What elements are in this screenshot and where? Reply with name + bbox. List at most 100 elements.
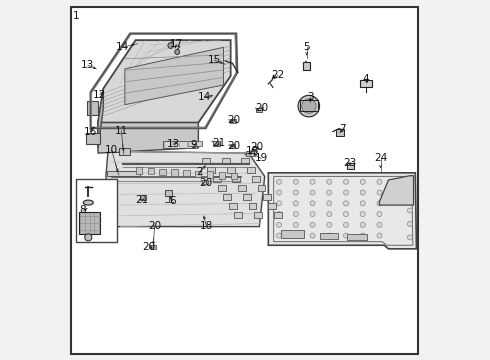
Circle shape xyxy=(360,222,365,227)
Bar xyxy=(207,171,213,178)
Text: 4: 4 xyxy=(363,74,369,84)
Bar xyxy=(269,203,276,209)
Circle shape xyxy=(294,179,298,184)
Circle shape xyxy=(302,99,316,113)
Circle shape xyxy=(294,201,298,206)
Text: 12: 12 xyxy=(93,90,106,100)
Circle shape xyxy=(276,222,282,227)
Bar xyxy=(256,108,262,112)
Bar xyxy=(247,167,255,173)
Bar xyxy=(252,176,260,182)
Circle shape xyxy=(310,233,315,238)
Bar xyxy=(223,194,231,200)
Bar xyxy=(238,185,245,191)
Bar xyxy=(229,203,237,209)
Bar xyxy=(242,158,249,164)
Circle shape xyxy=(408,181,413,186)
Circle shape xyxy=(377,190,382,195)
Circle shape xyxy=(360,212,365,217)
Bar xyxy=(219,172,225,179)
Bar xyxy=(254,212,262,218)
Circle shape xyxy=(327,190,332,195)
Circle shape xyxy=(175,49,180,54)
Circle shape xyxy=(408,208,413,213)
Text: 21: 21 xyxy=(213,139,226,148)
Text: 18: 18 xyxy=(199,221,213,230)
Bar xyxy=(347,163,354,168)
Bar xyxy=(248,203,256,209)
Text: 11: 11 xyxy=(115,126,128,135)
Text: 20: 20 xyxy=(227,115,240,125)
Bar xyxy=(147,168,154,174)
Bar xyxy=(79,212,100,234)
Circle shape xyxy=(327,201,332,206)
Circle shape xyxy=(343,233,348,238)
Bar xyxy=(234,212,242,218)
Bar xyxy=(245,151,254,156)
Bar xyxy=(281,230,304,238)
Circle shape xyxy=(343,190,348,195)
Bar xyxy=(107,171,140,176)
Bar xyxy=(195,171,201,177)
Text: 24: 24 xyxy=(374,153,387,163)
Bar xyxy=(207,167,215,173)
Bar xyxy=(172,169,178,176)
Bar xyxy=(347,234,367,240)
Text: 15: 15 xyxy=(208,55,221,65)
Circle shape xyxy=(343,212,348,217)
Bar xyxy=(227,167,235,173)
Circle shape xyxy=(343,201,348,206)
Ellipse shape xyxy=(83,200,93,205)
Text: 16: 16 xyxy=(83,127,97,136)
Polygon shape xyxy=(98,40,231,123)
Circle shape xyxy=(276,212,282,217)
Polygon shape xyxy=(98,123,198,153)
Circle shape xyxy=(294,212,298,217)
Bar xyxy=(140,195,147,201)
Circle shape xyxy=(276,179,282,184)
Circle shape xyxy=(377,233,382,238)
Polygon shape xyxy=(125,47,223,105)
Bar xyxy=(183,170,190,176)
Bar xyxy=(230,144,235,148)
Text: 9: 9 xyxy=(191,140,197,150)
Text: 17: 17 xyxy=(170,40,183,49)
Circle shape xyxy=(377,201,382,206)
Circle shape xyxy=(327,212,332,217)
Bar xyxy=(263,194,271,200)
Circle shape xyxy=(360,233,365,238)
Circle shape xyxy=(294,233,298,238)
Circle shape xyxy=(408,194,413,199)
Text: 19: 19 xyxy=(246,146,260,156)
Circle shape xyxy=(360,190,365,195)
Circle shape xyxy=(360,179,365,184)
Text: 20: 20 xyxy=(256,103,269,113)
Text: 14: 14 xyxy=(198,92,212,102)
Polygon shape xyxy=(87,134,100,144)
Circle shape xyxy=(408,235,413,240)
Bar xyxy=(202,158,210,164)
Text: 19: 19 xyxy=(254,153,268,163)
Bar xyxy=(213,176,220,182)
Text: 6: 6 xyxy=(169,196,176,206)
Circle shape xyxy=(360,201,365,206)
Circle shape xyxy=(377,222,382,227)
Circle shape xyxy=(343,179,348,184)
Circle shape xyxy=(377,179,382,184)
Text: 20: 20 xyxy=(200,178,213,188)
Bar xyxy=(188,140,202,146)
Polygon shape xyxy=(379,176,414,205)
Polygon shape xyxy=(269,173,416,249)
Bar xyxy=(159,168,166,175)
Bar xyxy=(258,185,266,191)
Polygon shape xyxy=(87,101,98,116)
Bar xyxy=(231,173,237,179)
Circle shape xyxy=(310,190,315,195)
Text: 13: 13 xyxy=(81,60,95,70)
Circle shape xyxy=(276,190,282,195)
Bar xyxy=(151,245,156,249)
Bar xyxy=(274,212,282,218)
Circle shape xyxy=(310,201,315,206)
Circle shape xyxy=(294,222,298,227)
Bar xyxy=(76,179,117,242)
